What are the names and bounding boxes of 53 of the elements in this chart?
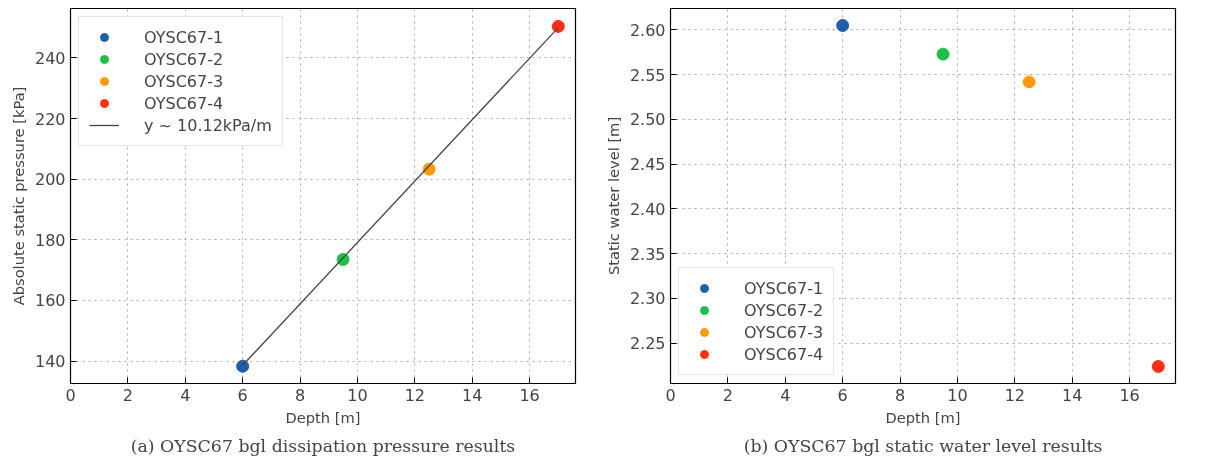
x-tick-label: 6 [237,385,248,405]
x-tick-label: 8 [294,385,306,405]
legend-label: OYSC67-1 [744,278,824,298]
text: (b) OYSC67 bgl static water level results [743,435,1103,456]
x-tick-label: 2 [122,385,133,405]
x-tick-label: 4 [780,385,791,405]
legend-label: OYSC67-4 [744,344,824,364]
point [551,19,565,33]
y-tick-label: 240 [34,48,66,68]
x-tick-label: 6 [837,385,848,405]
y-tick-label: 220 [34,109,66,129]
x-axis-title: Depth [m] [885,408,961,426]
y-tick-label: 140 [34,352,66,372]
x-axis-title: Depth [m] [285,408,361,426]
x-tick-label: 16 [1119,385,1140,405]
y-tick-label: 180 [34,230,66,250]
point [836,19,850,32]
point [1151,360,1165,373]
y-axis-title: Absolute static pressure [kPa] [9,86,27,306]
x-tick-label: 14 [1062,385,1083,405]
x-tick-label: 10 [347,385,368,405]
x-tick-label: 2 [722,385,733,405]
point [236,359,250,373]
y-tick-label: 2.60 [629,20,666,40]
y-tick-label: 160 [34,291,66,311]
legend-label: OYSC67-3 [144,71,224,91]
y-tick-label: 2.25 [629,334,666,354]
y-tick-label: 200 [34,170,66,190]
legend-label: y ~ 10.12kPa/m [144,115,272,135]
x-tick-label: 14 [462,385,483,405]
y-tick-label: 2.55 [629,65,666,85]
legend-label: OYSC67-1 [144,27,224,47]
x-tick-label: 0 [65,385,76,405]
x-tick-label: 10 [947,385,968,405]
x-tick-label: 12 [404,385,425,405]
text: (a) OYSC67 bgl dissipation pressure results [130,435,516,456]
y-tick-label: 2.45 [629,155,666,175]
x-tick-label: 4 [180,385,191,405]
y-tick-label: 2.30 [629,289,666,309]
x-tick-label: 0 [665,385,676,405]
y-tick-label: 2.35 [629,244,666,264]
legend-label: OYSC67-4 [144,93,224,113]
point [936,47,950,61]
y-tick-label: 2.40 [629,199,666,219]
x-tick-label: 16 [519,385,540,405]
legend-label: OYSC67-3 [744,322,824,342]
legend-label: OYSC67-2 [744,300,824,320]
y-tick-label: 2.50 [629,110,666,130]
y-axis-title: Static water level [m] [604,116,622,276]
legend-label: OYSC67-2 [144,49,224,69]
x-tick-label: 12 [1004,385,1025,405]
x-tick-label: 8 [894,385,906,405]
point [1022,75,1036,89]
